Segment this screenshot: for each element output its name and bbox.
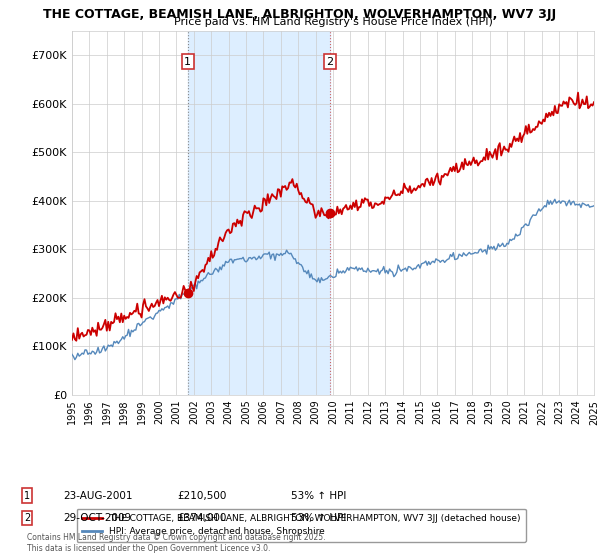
Text: 2: 2 xyxy=(326,57,334,67)
Text: £374,000: £374,000 xyxy=(177,513,226,523)
Text: THE COTTAGE, BEAMISH LANE, ALBRIGHTON, WOLVERHAMPTON, WV7 3JJ: THE COTTAGE, BEAMISH LANE, ALBRIGHTON, W… xyxy=(43,8,557,21)
Text: 1: 1 xyxy=(24,491,30,501)
Bar xyxy=(188,31,330,395)
Text: 2: 2 xyxy=(24,513,30,523)
Text: 53% ↑ HPI: 53% ↑ HPI xyxy=(291,513,346,523)
Text: 1: 1 xyxy=(184,57,191,67)
Text: 29-OCT-2009: 29-OCT-2009 xyxy=(63,513,131,523)
Title: Price paid vs. HM Land Registry's House Price Index (HPI): Price paid vs. HM Land Registry's House … xyxy=(173,17,493,27)
Legend: THE COTTAGE, BEAMISH LANE, ALBRIGHTON, WOLVERHAMPTON, WV7 3JJ (detached house), : THE COTTAGE, BEAMISH LANE, ALBRIGHTON, W… xyxy=(77,508,526,542)
Text: 53% ↑ HPI: 53% ↑ HPI xyxy=(291,491,346,501)
Text: £210,500: £210,500 xyxy=(177,491,226,501)
Text: 23-AUG-2001: 23-AUG-2001 xyxy=(63,491,133,501)
Text: Contains HM Land Registry data © Crown copyright and database right 2025.
This d: Contains HM Land Registry data © Crown c… xyxy=(27,533,325,553)
